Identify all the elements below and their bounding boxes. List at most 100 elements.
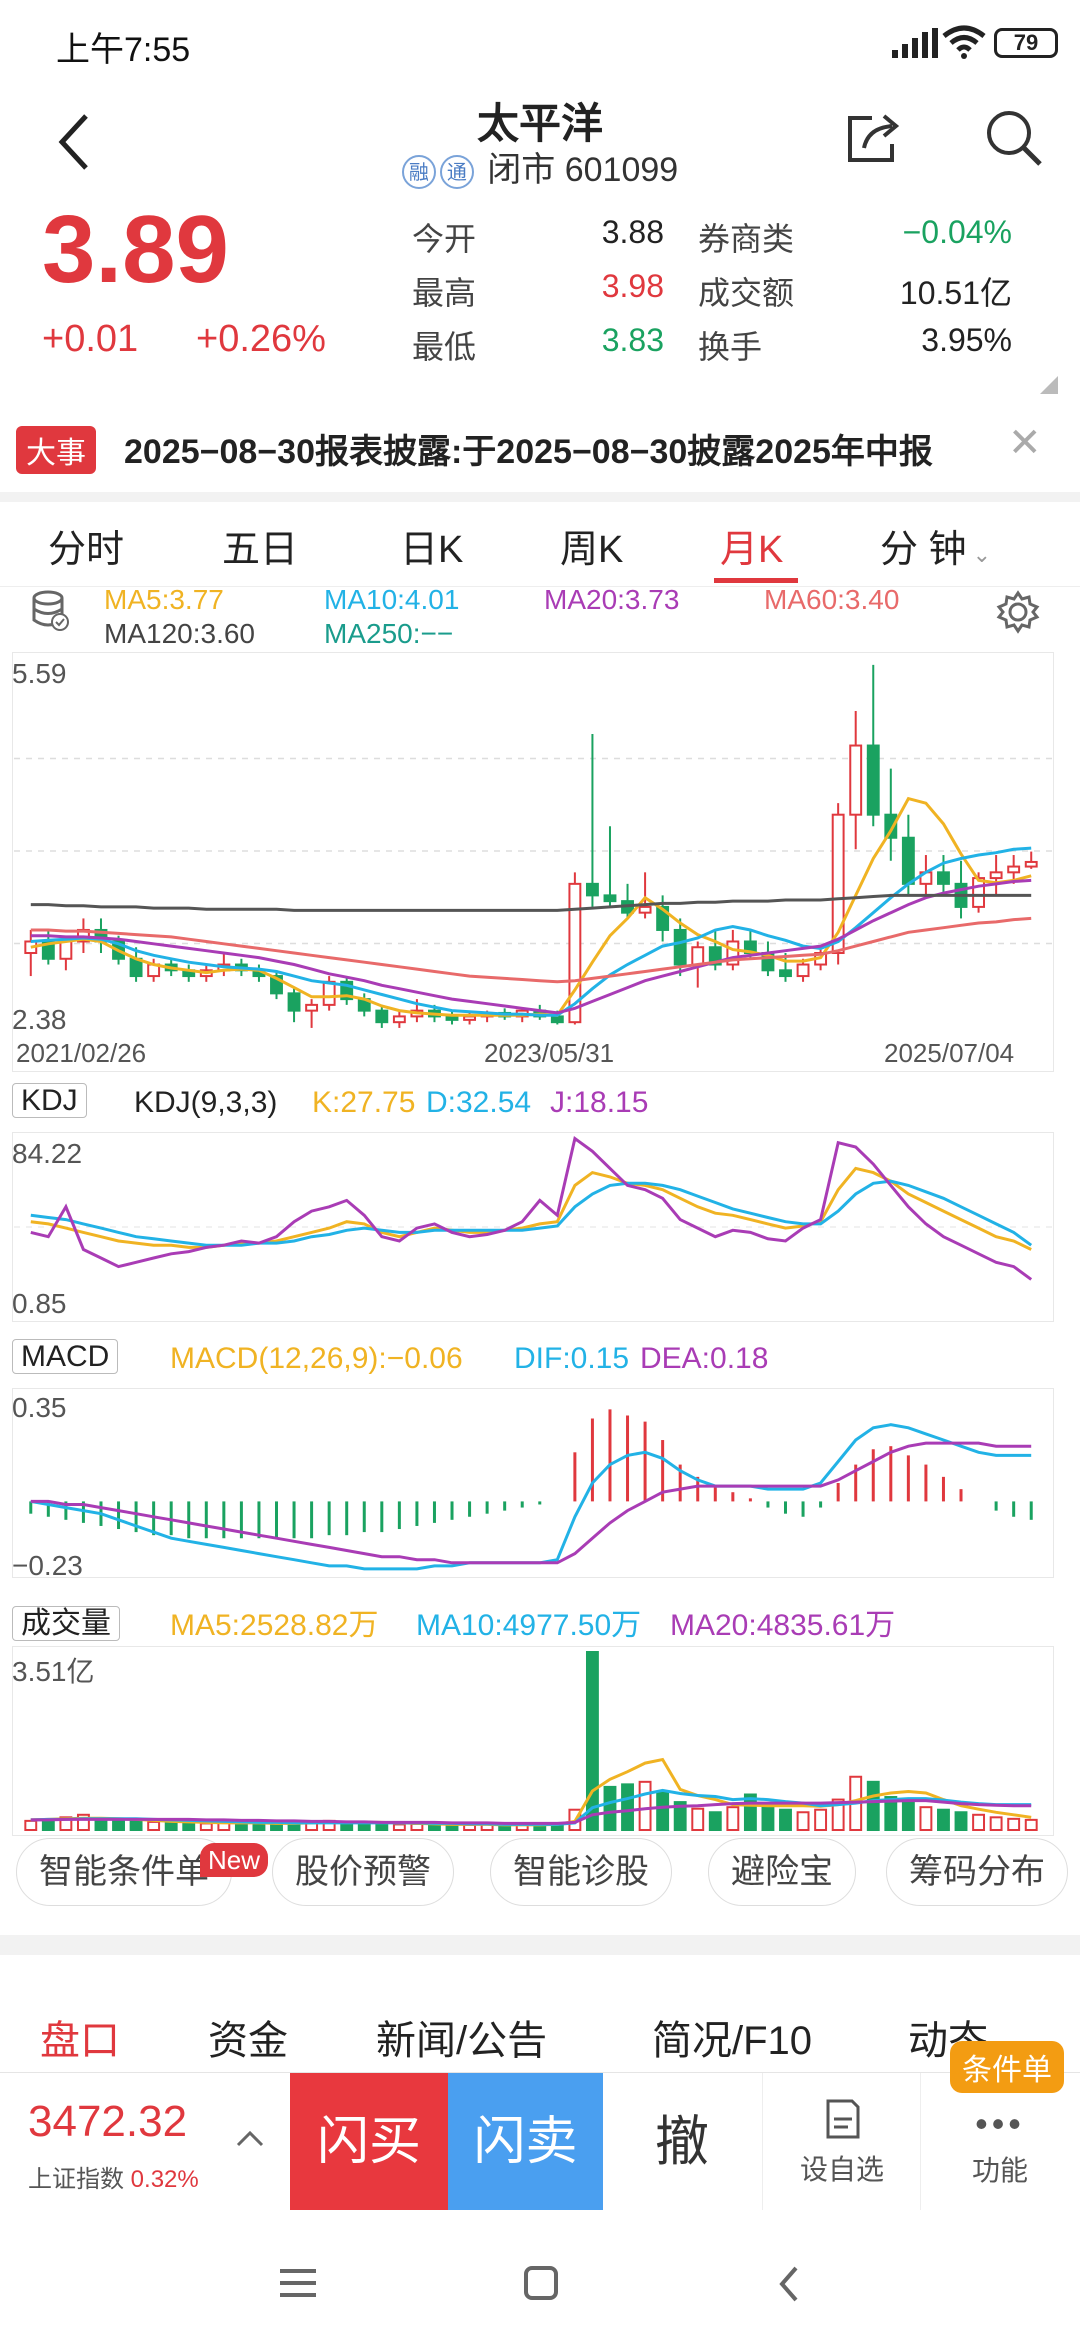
candle-body [691, 946, 705, 966]
condition-order-tag[interactable]: 条件单 [950, 2041, 1064, 2093]
add-watchlist-button[interactable]: 设自选 [762, 2073, 921, 2211]
candle-body [656, 905, 670, 931]
volume-bar [989, 1816, 1003, 1831]
info-tabs: 盘口 资金 新闻/公告 简况/F10 动态 [0, 1960, 1080, 2072]
candle-body [305, 1003, 319, 1012]
function-button[interactable]: ••• 功能 [920, 2073, 1079, 2211]
share-icon[interactable] [842, 108, 902, 168]
candle-body [866, 744, 880, 816]
kdj-ymax-label: 84.22 [12, 1138, 83, 1169]
macd-dif-value: DIF:0.15 [514, 1342, 630, 1375]
smart-diagnosis-button[interactable]: 智能诊股 [490, 1838, 672, 1906]
candle-body [270, 975, 283, 995]
macd-chart-frame [12, 1388, 1054, 1578]
news-bar[interactable]: 大事 2025−08−30报表披露:于2025−08−30披露2025年中报 ✕ [0, 400, 1080, 490]
back-icon[interactable] [56, 112, 92, 172]
kdj-chart-frame [12, 1132, 1054, 1322]
tab-monthly-k[interactable]: 月K [720, 529, 784, 571]
candle-body [59, 940, 73, 960]
flash-sell-button[interactable]: 闪卖 [448, 2073, 603, 2211]
expand-corner-icon[interactable] [1040, 376, 1058, 394]
chip-distribution-button[interactable]: 筹码分布 [886, 1838, 1068, 1906]
cancel-order-button[interactable]: 撤 [655, 2112, 709, 2172]
volume-bar [691, 1807, 705, 1831]
news-badge: 大事 [16, 426, 96, 474]
tab-five-day[interactable]: 五日 [222, 529, 299, 571]
hedge-button[interactable]: 避险宝 [708, 1838, 856, 1906]
kdj-params: KDJ(9,3,3) [134, 1086, 278, 1119]
k-line [30, 1166, 1032, 1251]
volume-bar [656, 1790, 670, 1831]
low-value: 3.83 [601, 322, 664, 358]
chevron-down-icon: ⌄ [972, 542, 991, 567]
volume-bar [112, 1818, 125, 1831]
sector-label: 券商类 [698, 221, 795, 257]
smart-condition-order-button[interactable]: 智能条件单 [16, 1838, 232, 1906]
volume-ma20-value: MA20:4835.61万 [670, 1609, 896, 1642]
volume-bar [375, 1822, 389, 1832]
tab-news[interactable]: 新闻/公告 [376, 2019, 548, 2063]
more-icon: ••• [975, 2103, 1025, 2144]
volume-bar [673, 1801, 687, 1831]
menu-icon[interactable] [280, 2268, 316, 2298]
volume-bar [954, 1811, 968, 1832]
tab-f10[interactable]: 简况/F10 [652, 2019, 813, 2063]
search-icon[interactable] [984, 108, 1044, 168]
market-status-code: 闭市 601099 [487, 151, 679, 189]
candle-body [831, 813, 845, 955]
volume-bar [884, 1796, 898, 1831]
stock-header: 太平洋 融通 闭市 601099 [0, 90, 1080, 190]
price-alert-button[interactable]: 股价预警 [272, 1838, 454, 1906]
nav-back-icon[interactable] [778, 2266, 800, 2302]
volume-chart[interactable] [0, 1646, 1080, 1836]
open-value: 3.88 [601, 214, 664, 250]
volume-bar [866, 1780, 880, 1832]
active-tab-indicator [714, 578, 798, 583]
d-line [30, 1179, 1033, 1247]
tab-funds[interactable]: 资金 [208, 2019, 288, 2063]
tab-order-book[interactable]: 盘口 [40, 2019, 120, 2063]
candle-body [796, 963, 810, 978]
tab-daily-k[interactable]: 日K [400, 529, 464, 571]
home-icon[interactable] [524, 2266, 558, 2300]
candle-body [1007, 865, 1021, 874]
gear-icon[interactable] [996, 590, 1040, 634]
last-price: 3.89 [42, 196, 229, 303]
volume-bar [937, 1808, 950, 1832]
volume-bar [761, 1803, 775, 1831]
kline-x-label-end: 2025/07/04 [884, 1038, 1015, 1068]
tab-weekly-k[interactable]: 周K [560, 529, 624, 571]
amount-value: 10.51亿 [899, 275, 1012, 311]
tab-minute[interactable]: 分 钟 ⌄ [880, 518, 991, 573]
volume-ymax-label: 3.51亿 [12, 1656, 95, 1687]
kdj-selector[interactable]: KDJ [12, 1083, 87, 1118]
macd-chart[interactable] [0, 1388, 1080, 1578]
volume-ma5-value: MA5:2528.82万 [170, 1609, 379, 1642]
kline-chart[interactable] [0, 652, 1080, 1072]
flash-buy-button[interactable]: 闪买 [290, 2073, 448, 2211]
kdj-chart[interactable] [0, 1132, 1080, 1322]
chevron-up-icon[interactable] [236, 2129, 264, 2147]
stock-name: 太平洋 [476, 100, 603, 147]
high-label: 最高 [412, 275, 477, 311]
candle-body [550, 1015, 564, 1024]
ma20-legend: MA20:3.73 [544, 584, 680, 615]
macd-selector[interactable]: MACD [12, 1339, 119, 1374]
period-tabs: 分时 五日 日K 周K 月K 分 钟 ⌄ [0, 502, 1080, 587]
index-value[interactable]: 3472.32 [28, 2097, 188, 2146]
news-text[interactable]: 2025−08−30报表披露:于2025−08−30披露2025年中报 [124, 433, 933, 471]
volume-bar [743, 1793, 757, 1831]
open-label: 今开 [412, 221, 477, 257]
close-icon[interactable]: ✕ [1008, 421, 1042, 465]
volume-bar [814, 1808, 828, 1832]
candle-body [972, 877, 986, 908]
status-time: 上午7:55 [56, 31, 191, 69]
kdj-selector-label: KDJ [12, 1083, 87, 1118]
tab-intraday[interactable]: 分时 [48, 529, 125, 571]
index-change: 0.32% [130, 2166, 199, 2193]
candle-body [989, 871, 1003, 880]
database-icon[interactable] [30, 590, 70, 634]
candle-body [463, 1015, 477, 1021]
candle-body [708, 946, 722, 966]
volume-selector[interactable]: 成交量 [12, 1598, 120, 1642]
